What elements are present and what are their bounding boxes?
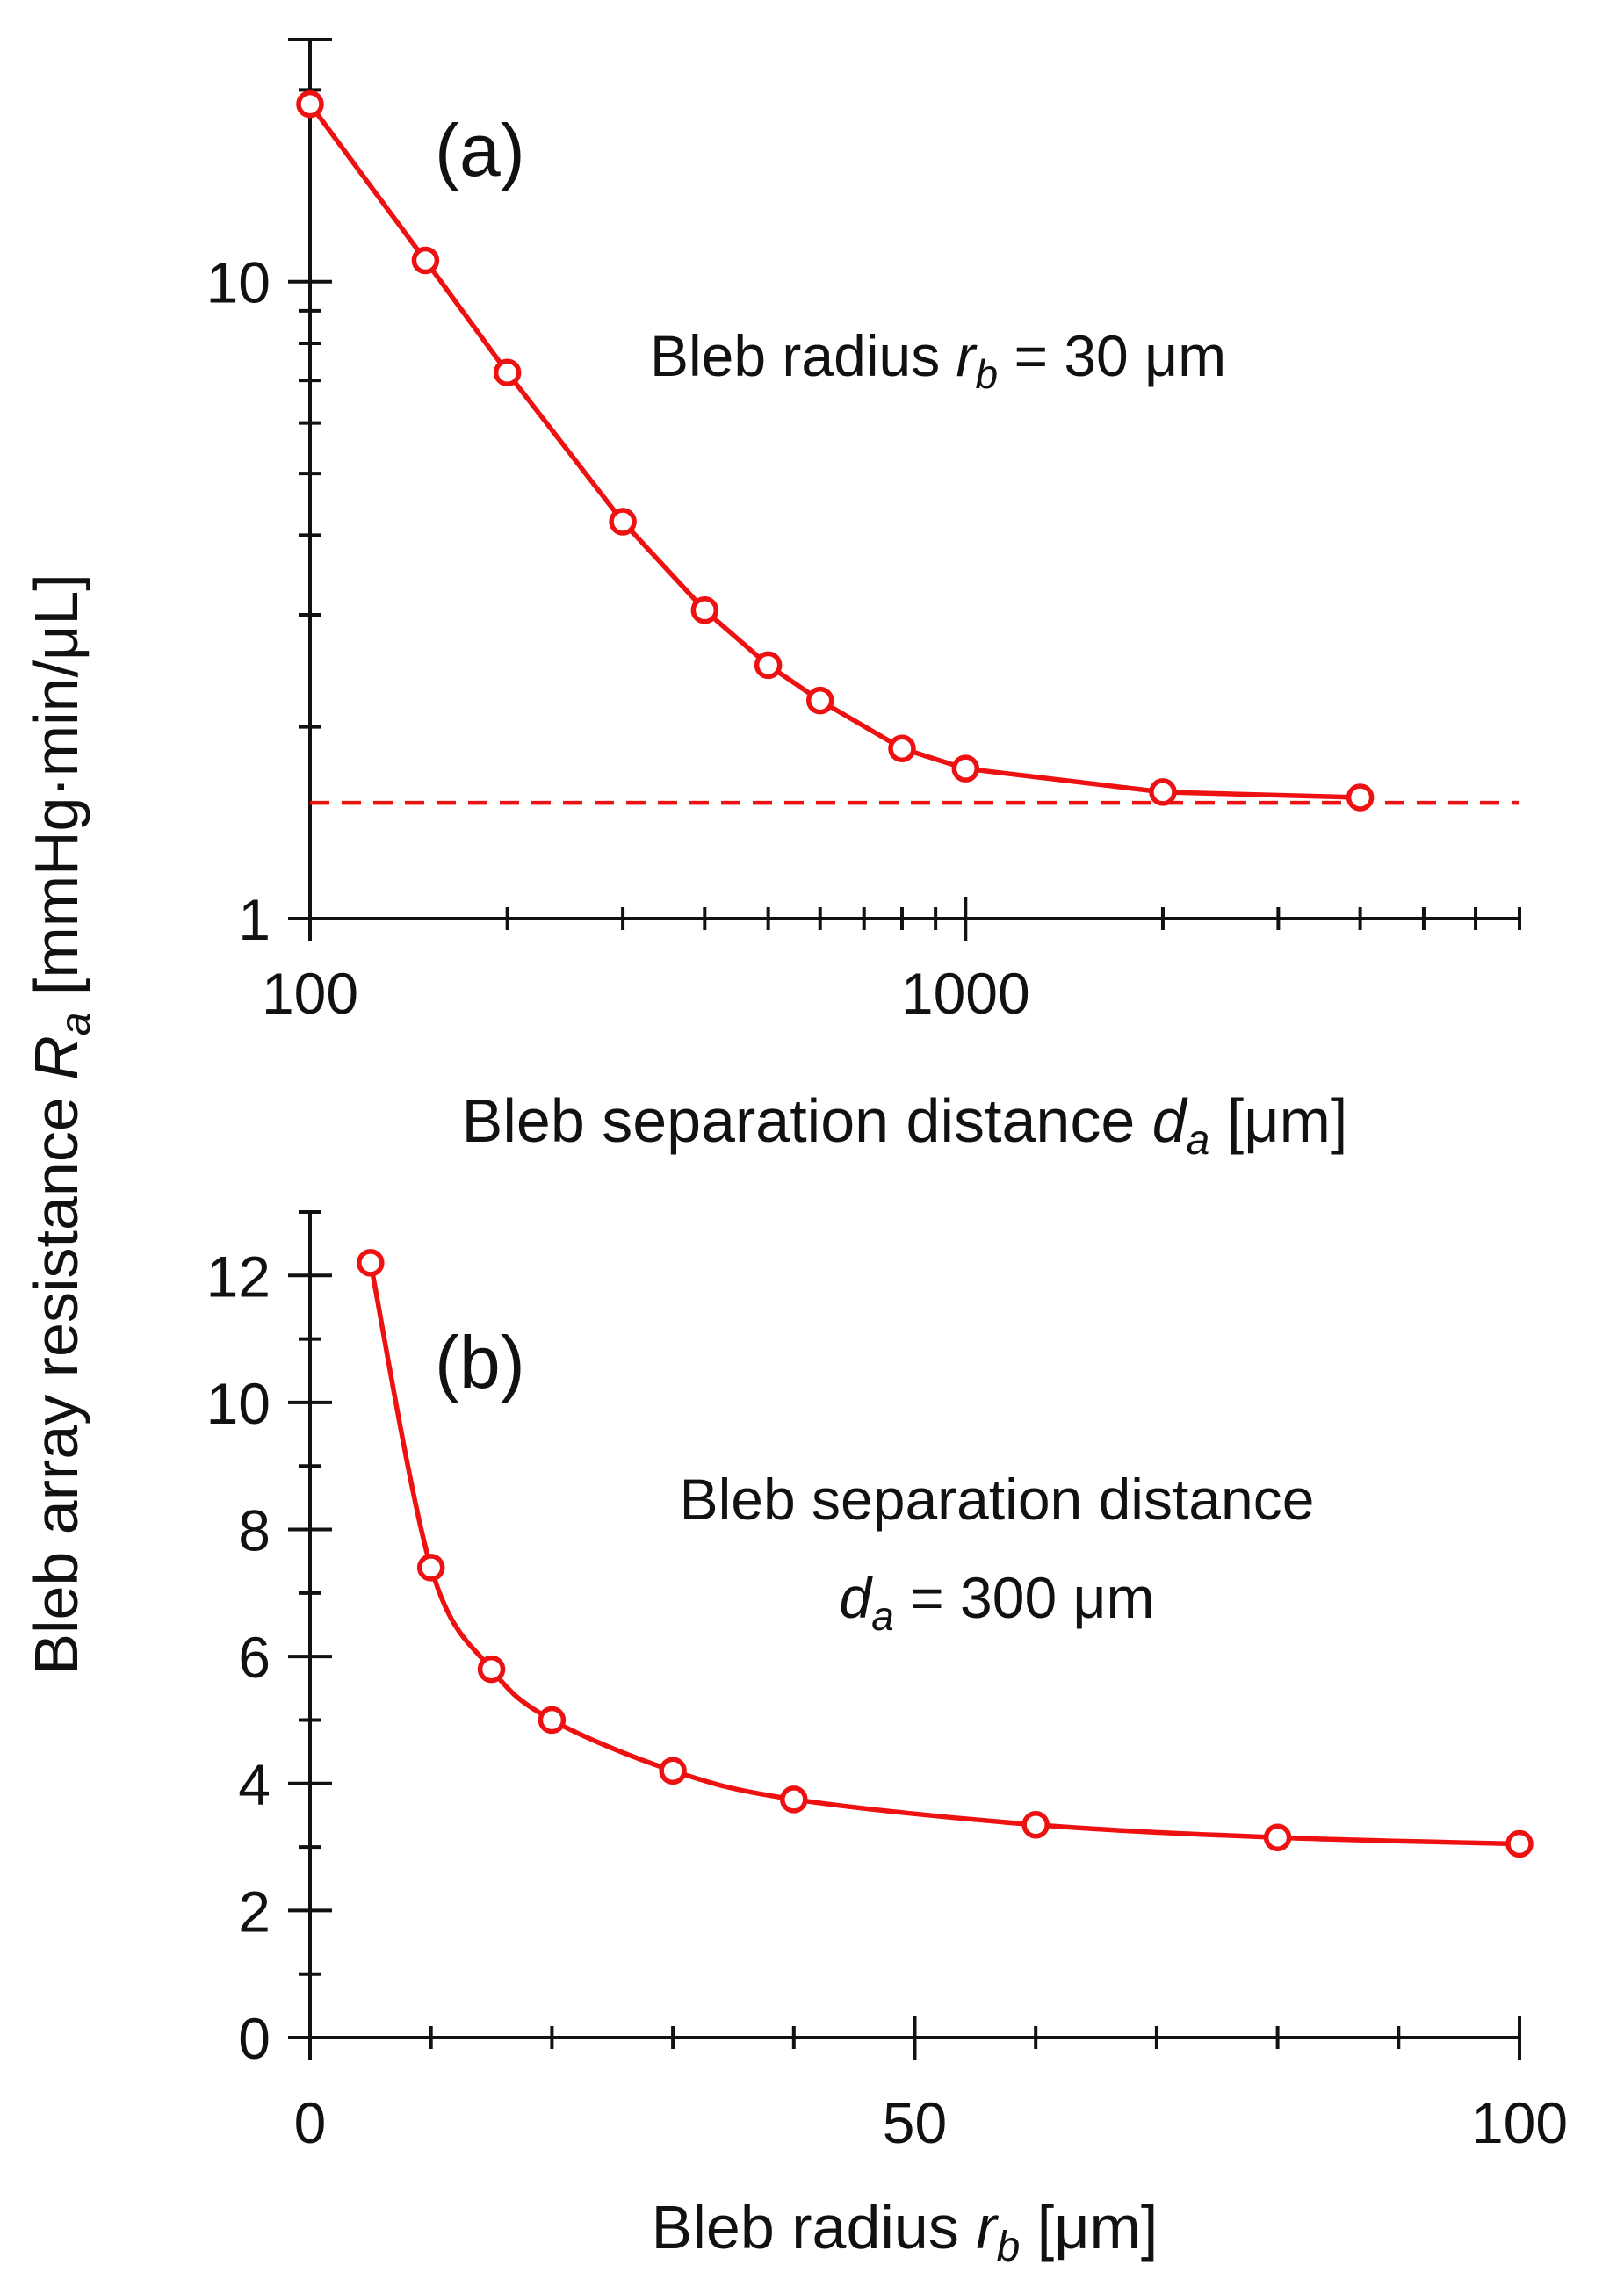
data-point <box>1149 778 1177 806</box>
shared-y-axis-title: Bleb array resistance Ra [mmHg·min/μL] <box>22 574 99 1675</box>
data-point <box>493 358 522 386</box>
x-tick-label: 100 <box>262 961 358 1026</box>
data-point <box>754 651 783 680</box>
data-point <box>609 508 637 536</box>
panel-b-x-axis-title: Bleb radius rb [μm] <box>652 2193 1158 2270</box>
panel-b-series-line <box>368 1262 1520 1847</box>
y-tick-label: 0 <box>238 2006 271 2071</box>
data-point <box>1346 783 1375 812</box>
panel-a-x-ticks <box>308 897 1521 941</box>
data-point <box>411 246 440 275</box>
data-point <box>1263 1823 1292 1851</box>
panel-b-label: (b) <box>435 1321 525 1403</box>
data-point <box>1021 1811 1050 1839</box>
panel-b-x-tick-labels: 0 50 100 <box>294 2090 1568 2155</box>
data-point <box>888 734 916 762</box>
x-tick-label: 0 <box>294 2090 327 2155</box>
panel-b-annotation-line2: da = 300 μm <box>840 1565 1155 1639</box>
y-tick-label: 12 <box>206 1244 271 1309</box>
y-tick-label: 2 <box>238 1879 271 1944</box>
x-tick-label: 50 <box>883 2090 947 2155</box>
panel-b-x-ticks <box>308 2016 1521 2060</box>
panel-b-y-ticks <box>288 1210 332 2039</box>
data-point <box>780 1785 808 1814</box>
x-tick-label: 1000 <box>901 961 1030 1026</box>
panel-b-annotation-line1: Bleb separation distance <box>680 1467 1315 1532</box>
data-point <box>951 754 980 783</box>
panel-a-annotation: Bleb radius rb = 30 μm <box>650 323 1226 397</box>
y-tick-label: 8 <box>238 1498 271 1563</box>
y-tick-label: 1 <box>238 887 271 952</box>
y-tick-label: 4 <box>238 1752 271 1817</box>
data-point <box>296 90 324 119</box>
y-tick-label: 6 <box>238 1625 271 1690</box>
x-tick-label: 100 <box>1471 2090 1568 2155</box>
data-point <box>805 686 834 715</box>
panel-a-y-ticks <box>288 38 332 920</box>
panel-a-x-axis-title: Bleb separation distance da [μm] <box>462 1086 1348 1164</box>
data-point <box>538 1706 567 1735</box>
data-point <box>357 1249 385 1277</box>
panel-a-x-tick-labels: 100 1000 <box>262 961 1030 1026</box>
data-point <box>477 1655 506 1684</box>
panel-b-y-tick-labels: 0 2 4 6 8 10 12 <box>206 1244 271 2071</box>
panel-a-series-line <box>307 102 1361 800</box>
data-point <box>659 1757 687 1785</box>
y-tick-label: 10 <box>206 1371 271 1436</box>
data-point <box>690 596 719 624</box>
data-point <box>416 1554 445 1582</box>
panel-a-y-tick-labels: 1 10 <box>206 250 271 952</box>
panel-a-data-points <box>296 90 1375 812</box>
panel-a-label: (a) <box>435 109 525 191</box>
panel-b: 0 2 4 6 8 10 12 0 50 100 (b) Bleb separation dis… <box>206 1210 1568 2270</box>
data-point <box>1505 1829 1534 1858</box>
panel-a: 1 10 100 1000 (a) Bleb radius rb = 30 μm B… <box>206 38 1521 1164</box>
panel-b-data-points <box>357 1249 1534 1858</box>
y-tick-label: 10 <box>206 250 271 315</box>
